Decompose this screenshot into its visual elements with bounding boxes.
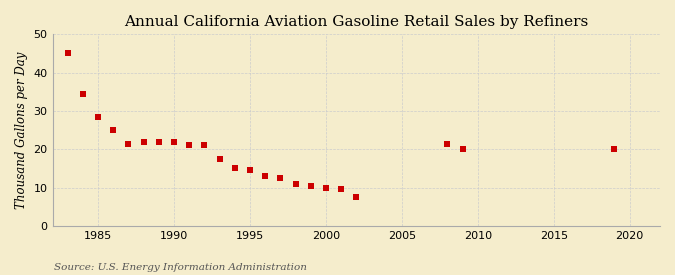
Point [457,147,468,152]
Point [442,141,453,146]
Point [335,187,346,192]
Point [184,143,194,148]
Point [609,147,620,152]
Point [153,139,164,144]
Point [214,157,225,161]
Y-axis label: Thousand Gallons per Day: Thousand Gallons per Day [15,51,28,209]
Point [123,141,134,146]
Point [62,51,73,56]
Point [169,139,180,144]
Point [351,195,362,199]
Point [244,168,255,172]
Text: Source: U.S. Energy Information Administration: Source: U.S. Energy Information Administ… [54,263,307,272]
Point [138,139,149,144]
Point [290,182,301,186]
Point [305,183,316,188]
Point [92,114,103,119]
Point [275,176,286,180]
Point [260,174,271,178]
Title: Annual California Aviation Gasoline Retail Sales by Refiners: Annual California Aviation Gasoline Reta… [124,15,589,29]
Point [321,185,331,190]
Point [108,128,119,132]
Point [230,166,240,170]
Point [78,92,88,96]
Point [199,143,210,148]
